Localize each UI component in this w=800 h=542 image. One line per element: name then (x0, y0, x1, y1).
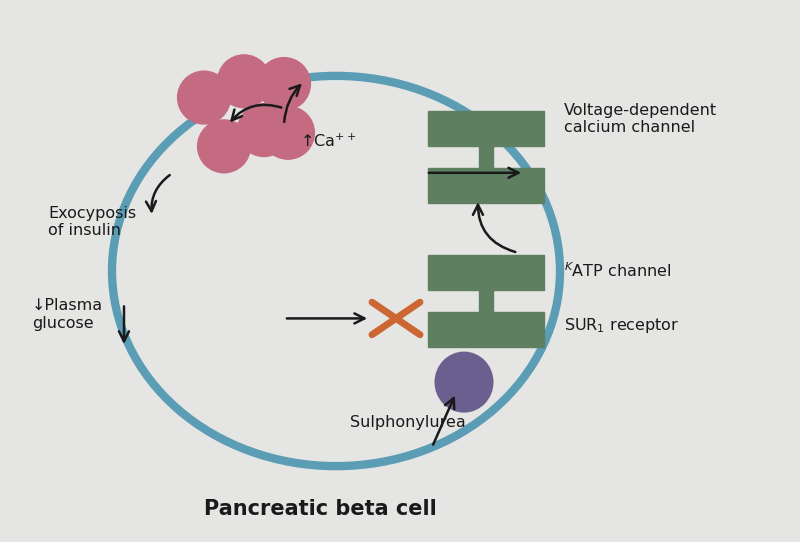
Bar (478, 290, 493, 312)
Bar (428, 255, 544, 290)
Text: ↓Plasma
glucose: ↓Plasma glucose (32, 298, 103, 331)
Text: $^K$ATP channel: $^K$ATP channel (564, 262, 671, 280)
Circle shape (258, 57, 310, 111)
Ellipse shape (435, 352, 493, 412)
Bar (478, 146, 493, 168)
Bar (428, 111, 544, 146)
Text: Sulphonylurea: Sulphonylurea (350, 415, 466, 430)
Text: ↑Ca$^{++}$: ↑Ca$^{++}$ (300, 132, 356, 150)
Circle shape (238, 104, 290, 157)
Circle shape (262, 106, 314, 159)
Circle shape (178, 71, 230, 124)
Text: SUR$_1$ receptor: SUR$_1$ receptor (564, 315, 679, 335)
Text: Exocyposis
of insulin: Exocyposis of insulin (48, 206, 136, 238)
Text: Pancreatic beta cell: Pancreatic beta cell (204, 500, 436, 519)
Bar (428, 168, 544, 203)
Text: Voltage-dependent
calcium channel: Voltage-dependent calcium channel (564, 103, 717, 136)
Circle shape (198, 120, 250, 173)
Circle shape (218, 55, 270, 108)
Bar (428, 312, 544, 347)
